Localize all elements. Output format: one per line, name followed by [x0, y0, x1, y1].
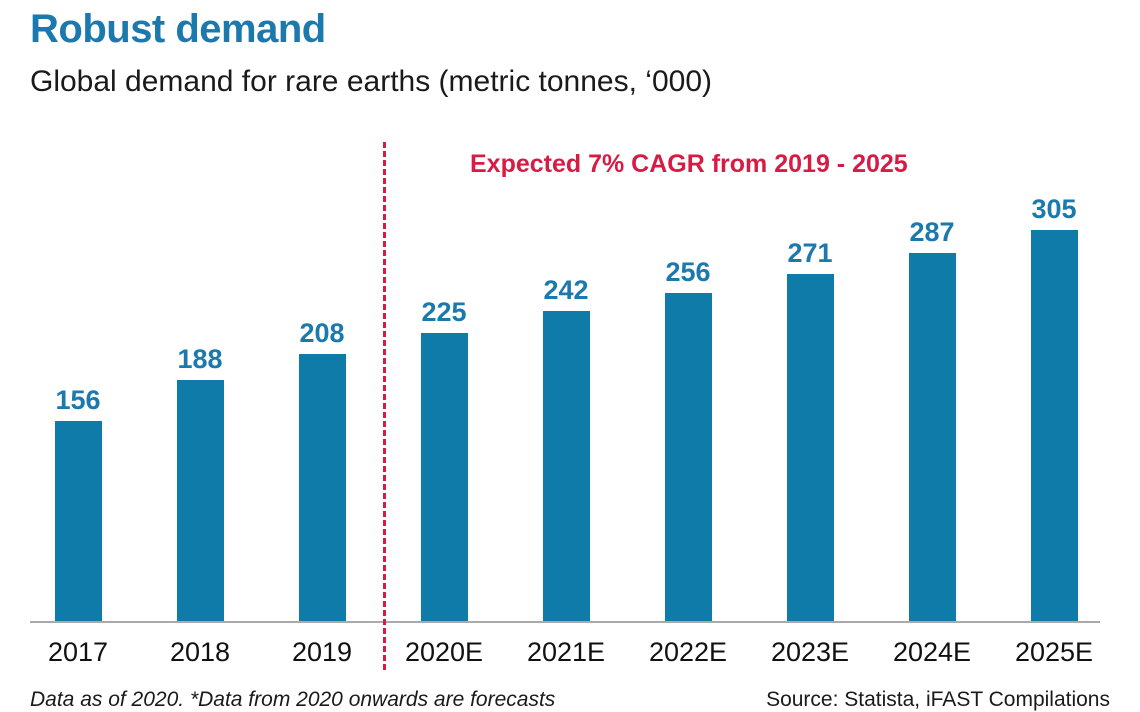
x-axis-label-2020e: 2020E	[404, 637, 484, 667]
page-title: Robust demand	[30, 7, 326, 51]
x-axis-label-2021e: 2021E	[526, 637, 606, 667]
bar-group-2021e[interactable]: 242	[505, 121, 627, 621]
bar-2018[interactable]	[177, 380, 224, 621]
bar-value-label-2021e: 242	[543, 275, 589, 305]
bar-value-label-2023e: 271	[787, 238, 833, 268]
bar-group-2024e[interactable]: 287	[871, 121, 993, 621]
cagr-annotation-label: Expected 7% CAGR from 2019 - 2025	[470, 150, 908, 178]
x-axis-label-2024e: 2024E	[892, 637, 972, 667]
x-axis-label-2023e: 2023E	[770, 637, 850, 667]
bar-value-label-2020e: 225	[421, 297, 467, 327]
x-axis-label-2018: 2018	[169, 637, 231, 667]
bar-2020e[interactable]	[421, 333, 468, 621]
bar-2025e[interactable]	[1031, 230, 1078, 621]
x-axis-label-2017: 2017	[47, 637, 109, 667]
bar-group-2022e[interactable]: 256	[627, 121, 749, 621]
bar-value-label-2018: 188	[177, 344, 223, 374]
footnote-data-note: Data as of 2020. *Data from 2020 onwards…	[30, 688, 556, 711]
bar-group-2017[interactable]: 156	[17, 121, 139, 621]
bar-2019[interactable]	[299, 354, 346, 621]
bar-2022e[interactable]	[665, 293, 712, 621]
x-axis-label-2019: 2019	[291, 637, 353, 667]
footnote-source: Source: Statista, iFAST Compilations	[766, 688, 1110, 711]
bar-value-label-2022e: 256	[665, 257, 711, 287]
bar-group-2019[interactable]: 208	[261, 121, 383, 621]
bar-2023e[interactable]	[787, 274, 834, 621]
bar-group-2023e[interactable]: 271	[749, 121, 871, 621]
chart-subtitle: Global demand for rare earths (metric to…	[30, 65, 712, 98]
bar-2024e[interactable]	[909, 253, 956, 621]
bar-group-2018[interactable]: 188	[139, 121, 261, 621]
bar-value-label-2019: 208	[299, 318, 345, 348]
bar-value-label-2017: 156	[55, 385, 101, 415]
bar-value-label-2024e: 287	[909, 217, 955, 247]
bar-group-2025e[interactable]: 305	[993, 121, 1115, 621]
x-axis-line	[30, 621, 1100, 623]
bar-value-label-2025e: 305	[1031, 194, 1077, 224]
bar-group-2020e[interactable]: 225	[383, 121, 505, 621]
bar-2017[interactable]	[55, 421, 102, 621]
x-axis-label-2022e: 2022E	[648, 637, 728, 667]
bar-2021e[interactable]	[543, 311, 590, 621]
forecast-divider-line	[383, 142, 386, 670]
x-axis-label-2025e: 2025E	[1014, 637, 1094, 667]
